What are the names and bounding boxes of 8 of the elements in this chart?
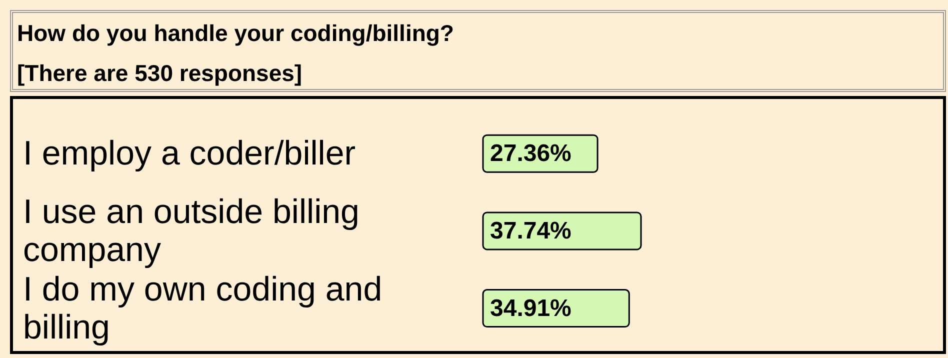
y-tick-label: I employ a coder/biller [23,134,356,173]
text: [There are 530 responses] [17,59,304,87]
text: How do you handle your coding/billing? [17,19,455,47]
data-label: 37.74% [490,217,572,244]
data-label: 27.36% [490,140,572,168]
y-tick-label: I use an outside billing company [23,193,360,269]
y-tick-label: I do my own coding and billing [23,270,382,346]
data-label: 34.91% [490,294,572,322]
